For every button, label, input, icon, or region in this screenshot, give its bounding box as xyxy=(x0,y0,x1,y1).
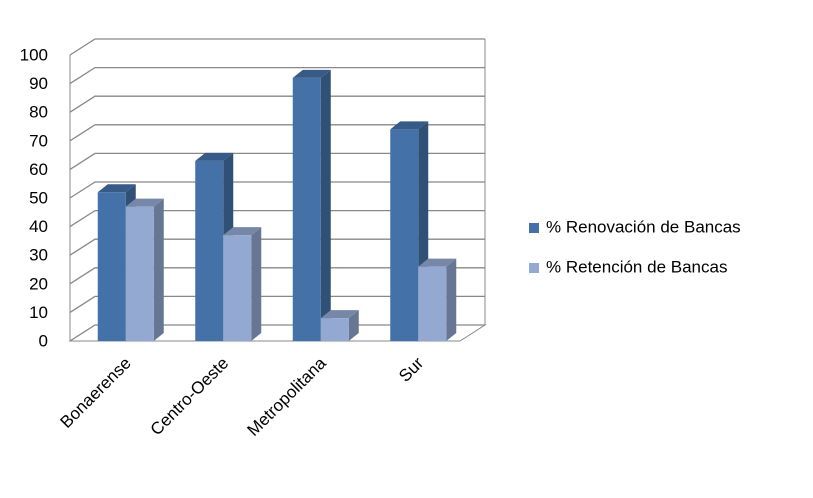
bar-face xyxy=(390,121,429,130)
bar-face xyxy=(320,310,359,319)
bar xyxy=(418,258,457,341)
x-tick-label: Centro-Oeste xyxy=(147,354,233,440)
bar-face xyxy=(418,266,447,341)
bar-face xyxy=(320,318,349,341)
y-tick-label: 0 xyxy=(39,331,48,350)
bar-face xyxy=(125,198,164,207)
legend-label: % Renovación de Bancas xyxy=(546,217,741,236)
grid-line xyxy=(69,267,485,285)
bar-face xyxy=(153,198,164,341)
bar-face xyxy=(251,227,262,341)
bar-face xyxy=(390,129,419,341)
bar xyxy=(292,69,331,341)
bar-face xyxy=(292,77,321,341)
y-tick-label: 10 xyxy=(29,303,48,322)
bar-face xyxy=(292,69,331,78)
legend-label: % Retención de Bancas xyxy=(546,257,727,276)
grid-line xyxy=(69,38,485,56)
grid-line xyxy=(69,66,485,85)
bar xyxy=(223,227,262,341)
y-tick-label: 60 xyxy=(29,160,48,179)
bar-face xyxy=(418,258,457,267)
y-tick-label: 40 xyxy=(29,217,48,236)
legend-swatch xyxy=(529,263,539,273)
grid-line xyxy=(69,124,485,142)
bar xyxy=(125,198,164,341)
grid-line xyxy=(69,295,485,313)
bar-face xyxy=(97,192,126,341)
bar-face xyxy=(320,69,331,341)
legend-swatch xyxy=(529,223,539,233)
y-tick-label: 20 xyxy=(29,274,48,293)
bar-face xyxy=(348,310,359,341)
y-tick-label: 30 xyxy=(29,246,48,265)
bar-face xyxy=(195,160,224,341)
grid-line xyxy=(69,181,485,199)
x-tick-label: Metropolitana xyxy=(243,353,330,440)
grid-line xyxy=(69,95,485,113)
bar-face xyxy=(125,206,154,341)
y-tick-label: 90 xyxy=(29,74,48,93)
x-tick-label: Bonaerense xyxy=(56,354,134,432)
y-tick-label: 100 xyxy=(20,45,48,64)
grid-line xyxy=(69,152,485,170)
bar-face xyxy=(195,152,234,161)
bar-face xyxy=(223,227,262,236)
grid-line xyxy=(69,209,485,228)
bar xyxy=(320,310,359,341)
x-tick-label: Sur xyxy=(395,353,427,385)
grid-line xyxy=(69,238,485,256)
bar-face xyxy=(223,235,252,341)
bar-face xyxy=(97,184,136,193)
y-tick-label: 80 xyxy=(29,103,48,122)
y-tick-label: 50 xyxy=(29,188,48,207)
bar-face xyxy=(446,258,457,341)
y-tick-label: 70 xyxy=(29,131,48,150)
